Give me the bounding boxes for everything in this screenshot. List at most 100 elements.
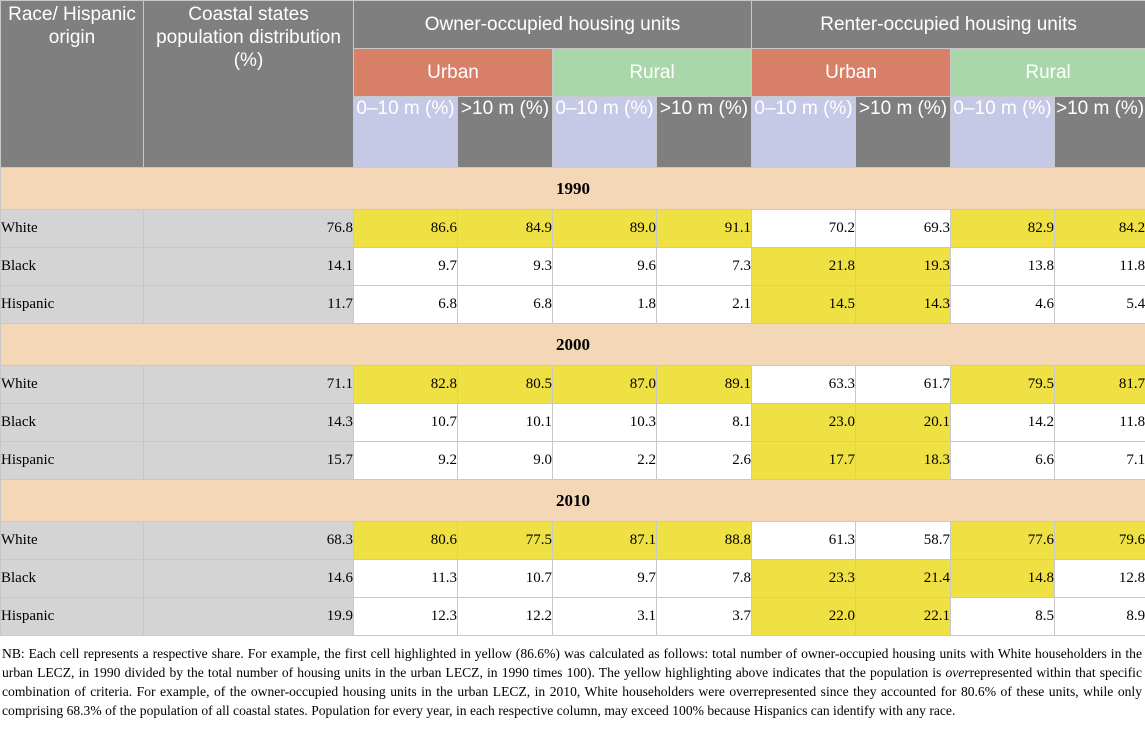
value-cell: 77.6 (950, 521, 1056, 560)
renter-urban-low-header: 0–10 m (%) (751, 96, 857, 168)
value-cell: 14.8 (950, 559, 1056, 598)
footnote-emphasis: over (945, 665, 970, 680)
value-cell: 19.3 (855, 247, 952, 286)
value-cell: 12.3 (353, 597, 458, 636)
value-cell: 9.2 (353, 441, 458, 480)
data-table: Race/ Hispanic origin Coastal states pop… (0, 0, 1145, 636)
value-cell: 12.8 (1054, 559, 1145, 598)
value-cell: 87.0 (552, 365, 657, 404)
renter-urban-high-header: >10 m (%) (855, 96, 952, 168)
race-cell: Black (0, 403, 144, 442)
year-header: 1990 (0, 167, 1145, 210)
value-cell: 79.5 (950, 365, 1056, 404)
value-cell: 10.3 (552, 403, 657, 442)
population-cell: 14.6 (143, 559, 354, 598)
race-cell: White (0, 365, 144, 404)
population-cell: 15.7 (143, 441, 354, 480)
owner-rural-header: Rural (551, 48, 753, 97)
value-cell: 6.8 (353, 285, 458, 324)
value-cell: 11.8 (1054, 403, 1145, 442)
footnote: NB: Each cell represents a respective sh… (2, 644, 1142, 720)
population-cell: 14.3 (143, 403, 354, 442)
race-cell: Hispanic (0, 597, 144, 636)
renter-urban-header: Urban (751, 48, 952, 97)
value-cell: 23.0 (751, 403, 857, 442)
population-cell: 19.9 (143, 597, 354, 636)
race-cell: Black (0, 559, 144, 598)
value-cell: 11.8 (1054, 247, 1145, 286)
value-cell: 87.1 (552, 521, 657, 560)
owner-urban-high-header: >10 m (%) (457, 96, 553, 168)
value-cell: 82.8 (353, 365, 458, 404)
owner-urban-low-header: 0–10 m (%) (353, 96, 458, 168)
value-cell: 70.2 (751, 209, 857, 248)
table-row: White 71.1 82.8 80.5 87.0 89.1 63.3 61.7… (0, 365, 1145, 404)
value-cell: 12.2 (457, 597, 553, 636)
year-header: 2010 (0, 479, 1145, 522)
value-cell: 80.6 (353, 521, 458, 560)
table-row: Black 14.6 11.3 10.7 9.7 7.8 23.3 21.4 1… (0, 559, 1145, 598)
value-cell: 9.7 (552, 559, 657, 598)
population-cell: 68.3 (143, 521, 354, 560)
population-cell: 14.1 (143, 247, 354, 286)
table-row: Black 14.3 10.7 10.1 10.3 8.1 23.0 20.1 … (0, 403, 1145, 442)
population-cell: 76.8 (143, 209, 354, 248)
value-cell: 14.3 (855, 285, 952, 324)
value-cell: 21.4 (855, 559, 952, 598)
value-cell: 9.7 (353, 247, 458, 286)
owner-rural-low-header: 0–10 m (%) (552, 96, 657, 168)
value-cell: 1.8 (552, 285, 657, 324)
value-cell: 10.7 (353, 403, 458, 442)
value-cell: 2.6 (655, 441, 753, 480)
value-cell: 13.8 (950, 247, 1056, 286)
value-cell: 7.8 (655, 559, 753, 598)
value-cell: 23.3 (751, 559, 857, 598)
value-cell: 18.3 (855, 441, 952, 480)
table-row: Black 14.1 9.7 9.3 9.6 7.3 21.8 19.3 13.… (0, 247, 1145, 286)
renter-rural-high-header: >10 m (%) (1054, 96, 1145, 168)
value-cell: 3.7 (655, 597, 753, 636)
value-cell: 21.8 (751, 247, 857, 286)
value-cell: 80.5 (457, 365, 553, 404)
value-cell: 22.1 (855, 597, 952, 636)
value-cell: 9.3 (457, 247, 553, 286)
value-cell: 61.7 (855, 365, 952, 404)
value-cell: 8.9 (1054, 597, 1145, 636)
value-cell: 89.0 (552, 209, 657, 248)
value-cell: 20.1 (855, 403, 952, 442)
race-cell: Hispanic (0, 441, 144, 480)
value-cell: 7.1 (1054, 441, 1145, 480)
value-cell: 8.5 (950, 597, 1056, 636)
value-cell: 3.1 (552, 597, 657, 636)
race-cell: White (0, 209, 144, 248)
value-cell: 14.5 (751, 285, 857, 324)
value-cell: 77.5 (457, 521, 553, 560)
value-cell: 11.3 (353, 559, 458, 598)
value-cell: 7.3 (655, 247, 753, 286)
table-row: White 76.8 86.6 84.9 89.0 91.1 70.2 69.3… (0, 209, 1145, 248)
year-header: 2000 (0, 323, 1145, 366)
value-cell: 89.1 (655, 365, 753, 404)
value-cell: 81.7 (1054, 365, 1145, 404)
population-column-header: Coastal states population distribution (… (143, 0, 354, 168)
value-cell: 10.7 (457, 559, 553, 598)
value-cell: 61.3 (751, 521, 857, 560)
table-row: Hispanic 15.7 9.2 9.0 2.2 2.6 17.7 18.3 … (0, 441, 1145, 480)
value-cell: 5.4 (1054, 285, 1145, 324)
value-cell: 58.7 (855, 521, 952, 560)
population-cell: 11.7 (143, 285, 354, 324)
population-cell: 71.1 (143, 365, 354, 404)
owner-rural-high-header: >10 m (%) (655, 96, 753, 168)
value-cell: 14.2 (950, 403, 1056, 442)
race-column-header: Race/ Hispanic origin (0, 0, 144, 168)
owner-urban-header: Urban (353, 48, 553, 97)
footnote-part-2: represented within that specific combina… (2, 665, 1142, 718)
renter-rural-low-header: 0–10 m (%) (950, 96, 1056, 168)
value-cell: 17.7 (751, 441, 857, 480)
value-cell: 9.6 (552, 247, 657, 286)
value-cell: 6.8 (457, 285, 553, 324)
race-cell: White (0, 521, 144, 560)
race-cell: Hispanic (0, 285, 144, 324)
value-cell: 2.2 (552, 441, 657, 480)
value-cell: 91.1 (655, 209, 753, 248)
